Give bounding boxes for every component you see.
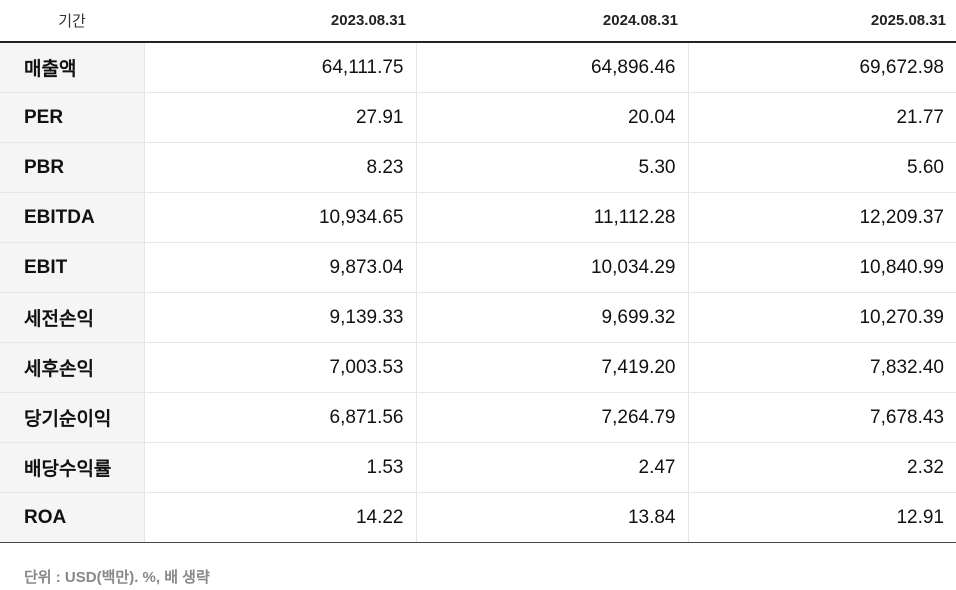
cell-value: 10,840.99: [687, 242, 956, 293]
cell-value: 5.30: [415, 142, 688, 193]
table-row: 당기순이익 6,871.56 7,264.79 7,678.43: [0, 392, 956, 443]
table-row: EBITDA 10,934.65 11,112.28 12,209.37: [0, 192, 956, 243]
cell-value: 9,873.04: [143, 242, 416, 293]
cell-value: 9,699.32: [415, 292, 688, 343]
cell-value: 9,139.33: [143, 292, 416, 343]
row-label: PER: [0, 92, 144, 143]
header-row: 기간 2023.08.31 2024.08.31 2025.08.31: [0, 0, 956, 43]
cell-value: 7,003.53: [143, 342, 416, 393]
financial-table: 기간 2023.08.31 2024.08.31 2025.08.31 매출액 …: [0, 0, 956, 543]
table-row: ROA 14.22 13.84 12.91: [0, 492, 956, 543]
period-label: 기간: [0, 0, 144, 43]
cell-value: 2.47: [415, 442, 688, 493]
cell-value: 5.60: [687, 142, 956, 193]
table-row: 배당수익률 1.53 2.47 2.32: [0, 442, 956, 493]
cell-value: 27.91: [143, 92, 416, 143]
cell-value: 2.32: [687, 442, 956, 493]
cell-value: 10,034.29: [415, 242, 688, 293]
cell-value: 13.84: [415, 492, 688, 543]
row-label: 배당수익률: [0, 442, 144, 493]
row-label: 세후손익: [0, 342, 144, 393]
row-label: EBIT: [0, 242, 144, 293]
cell-value: 7,419.20: [415, 342, 688, 393]
period-header-2023: 2023.08.31: [144, 0, 416, 43]
row-label: 매출액: [0, 42, 144, 93]
cell-value: 10,270.39: [687, 292, 956, 343]
row-label: ROA: [0, 492, 144, 543]
cell-value: 20.04: [415, 92, 688, 143]
table-header: 기간 2023.08.31 2024.08.31 2025.08.31: [0, 0, 956, 43]
cell-value: 7,678.43: [687, 392, 956, 443]
unit-footnote: 단위 : USD(백만). %, 배 생략: [24, 569, 210, 586]
table-row: PBR 8.23 5.30 5.60: [0, 142, 956, 193]
cell-value: 7,264.79: [415, 392, 688, 443]
cell-value: 12,209.37: [687, 192, 956, 243]
period-header-2024: 2024.08.31: [416, 0, 688, 43]
cell-value: 1.53: [143, 442, 416, 493]
table-row: EBIT 9,873.04 10,034.29 10,840.99: [0, 242, 956, 293]
cell-value: 7,832.40: [687, 342, 956, 393]
cell-value: 64,111.75: [143, 42, 416, 93]
row-label: 세전손익: [0, 292, 144, 343]
cell-value: 6,871.56: [143, 392, 416, 443]
cell-value: 14.22: [143, 492, 416, 543]
table-body: 매출액 64,111.75 64,896.46 69,672.98 PER 27…: [0, 42, 956, 543]
cell-value: 64,896.46: [415, 42, 688, 93]
cell-value: 12.91: [687, 492, 956, 543]
table-row: 세후손익 7,003.53 7,419.20 7,832.40: [0, 342, 956, 393]
table-row: 매출액 64,111.75 64,896.46 69,672.98: [0, 42, 956, 93]
cell-value: 21.77: [687, 92, 956, 143]
period-header-2025: 2025.08.31: [688, 0, 956, 43]
row-label: EBITDA: [0, 192, 144, 243]
cell-value: 69,672.98: [687, 42, 956, 93]
table-row: 세전손익 9,139.33 9,699.32 10,270.39: [0, 292, 956, 343]
row-label: PBR: [0, 142, 144, 193]
table-row: PER 27.91 20.04 21.77: [0, 92, 956, 143]
row-label: 당기순이익: [0, 392, 144, 443]
cell-value: 10,934.65: [143, 192, 416, 243]
cell-value: 8.23: [143, 142, 416, 193]
cell-value: 11,112.28: [415, 192, 688, 243]
